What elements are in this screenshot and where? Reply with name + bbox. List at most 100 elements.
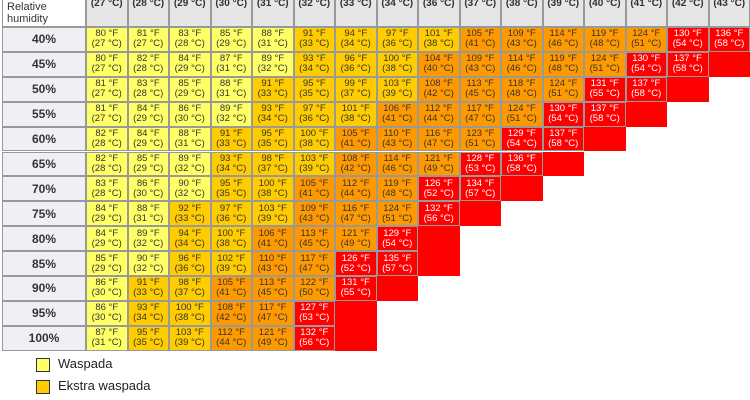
celsius: (46 °C) — [506, 63, 537, 75]
celsius: (34 °C) — [299, 63, 330, 75]
celsius: (38 °C) — [340, 113, 371, 125]
column-header: (40 °C) — [584, 0, 626, 27]
fahrenheit: 136 °F — [507, 152, 536, 164]
fahrenheit: 89 °F — [261, 53, 285, 65]
cell: 103 °F (39 °C) — [376, 76, 418, 102]
celsius: (37 °C) — [174, 287, 205, 299]
cell: 137 °F (58 °C) — [542, 126, 584, 152]
fahrenheit: 137 °F — [590, 103, 619, 115]
fahrenheit: 137 °F — [549, 128, 578, 140]
column-header-text: (38 °C) — [505, 0, 538, 9]
celsius: (54 °C) — [631, 63, 662, 75]
celsius: (51 °C) — [589, 63, 620, 75]
cell: 102 °F (39 °C) — [210, 251, 252, 276]
fahrenheit: 132 °F — [424, 202, 453, 214]
cell: 101 °F (38 °C) — [335, 101, 377, 127]
celsius: (35 °C) — [133, 337, 164, 349]
fahrenheit: 88 °F — [261, 28, 285, 40]
celsius: (43 °C) — [382, 138, 413, 150]
fahrenheit: 108 °F — [341, 152, 370, 164]
celsius: (56 °C) — [423, 212, 454, 224]
celsius: (28 °C) — [91, 162, 122, 174]
fahrenheit: 118 °F — [508, 78, 536, 90]
fahrenheit: 95 °F — [261, 128, 285, 140]
row-header: 95% — [2, 300, 86, 326]
cell: 137 °F (58 °C) — [667, 51, 709, 77]
cell: 113 °F (45 °C) — [293, 226, 335, 252]
cell: 92 °F (33 °C) — [169, 201, 211, 227]
column-header-text: (42 °C) — [671, 0, 704, 9]
row-header-text: 70% — [31, 181, 57, 196]
cell: 114 °F (46 °C) — [542, 27, 584, 52]
cell: 88 °F (31 °C) — [252, 27, 294, 52]
cell: 130 °F (54 °C) — [667, 27, 709, 52]
fahrenheit: 89 °F — [136, 227, 160, 239]
fahrenheit: 87 °F — [219, 53, 243, 65]
row-header: 70% — [2, 176, 86, 202]
legend-swatch — [36, 380, 50, 394]
cell: 97 °F (36 °C) — [293, 101, 335, 127]
column-header: (37 °C) — [459, 0, 501, 27]
fahrenheit: 103 °F — [300, 152, 329, 164]
celsius: (27 °C) — [91, 38, 122, 50]
cell: 85 °F (29 °C) — [210, 27, 252, 52]
celsius: (36 °C) — [216, 212, 247, 224]
fahrenheit: 100 °F — [217, 227, 246, 239]
fahrenheit: 94 °F — [178, 227, 202, 239]
cell: 100 °F (38 °C) — [169, 300, 211, 326]
row-header-text: 85% — [31, 256, 57, 271]
cell: 114 °F (46 °C) — [501, 51, 543, 77]
celsius: (36 °C) — [340, 63, 371, 75]
celsius: (55 °C) — [589, 88, 620, 100]
row-header-text: 45% — [31, 57, 57, 72]
fahrenheit: 93 °F — [261, 103, 285, 115]
column-header-text: (43 °C) — [713, 0, 746, 9]
cell: 126 °F (52 °C) — [418, 176, 460, 202]
cell: 95 °F (35 °C) — [252, 126, 294, 152]
cell: 135 °F (57 °C) — [376, 251, 418, 276]
cell: 109 °F (43 °C) — [459, 51, 501, 77]
cell: 124 °F (51 °C) — [625, 27, 667, 52]
fahrenheit: 84 °F — [136, 103, 160, 115]
cell: 82 °F (28 °C) — [86, 126, 128, 152]
column-header-text: (31 °C) — [256, 0, 289, 9]
celsius: (35 °C) — [216, 187, 247, 199]
celsius: (29 °C) — [174, 63, 205, 75]
cell: 121 °F (49 °C) — [418, 151, 460, 177]
cell: 121 °F (49 °C) — [252, 325, 294, 351]
fahrenheit: 102 °F — [217, 252, 246, 264]
cell: 83 °F (28 °C) — [86, 176, 128, 202]
cell: 137 °F (58 °C) — [625, 76, 667, 102]
celsius: (48 °C) — [506, 88, 537, 100]
cell: 88 °F (31 °C) — [210, 76, 252, 102]
cell: 114 °F (46 °C) — [376, 151, 418, 177]
celsius: (33 °C) — [174, 212, 205, 224]
empty-cell — [625, 101, 667, 127]
celsius: (44 °C) — [216, 337, 247, 349]
cell: 108 °F (42 °C) — [335, 151, 377, 177]
fahrenheit: 100 °F — [300, 128, 329, 140]
celsius: (32 °C) — [133, 262, 164, 274]
celsius: (38 °C) — [257, 187, 288, 199]
row-header-text: 40% — [31, 32, 57, 47]
cell: 113 °F (45 °C) — [459, 76, 501, 102]
fahrenheit: 123 °F — [466, 128, 495, 140]
fahrenheit: 98 °F — [178, 277, 202, 289]
column-header-text: (30 °C) — [215, 0, 248, 9]
celsius: (28 °C) — [91, 187, 122, 199]
column-header-text: (39 °C) — [547, 0, 580, 9]
fahrenheit: 87 °F — [95, 327, 119, 339]
fahrenheit: 108 °F — [217, 302, 246, 314]
cell: 86 °F (30 °C) — [86, 300, 128, 326]
celsius: (37 °C) — [340, 88, 371, 100]
celsius: (39 °C) — [216, 262, 247, 274]
row-header: 65% — [2, 151, 86, 177]
fahrenheit: 137 °F — [673, 53, 702, 65]
cell: 94 °F (34 °C) — [335, 27, 377, 52]
cell: 84 °F (29 °C) — [127, 101, 169, 127]
fahrenheit: 97 °F — [219, 202, 243, 214]
cell: 91 °F (33 °C) — [252, 76, 294, 102]
cell: 103 °F (39 °C) — [169, 325, 211, 351]
column-header-text: (27 °C) — [90, 0, 123, 9]
fahrenheit: 85 °F — [136, 152, 160, 164]
